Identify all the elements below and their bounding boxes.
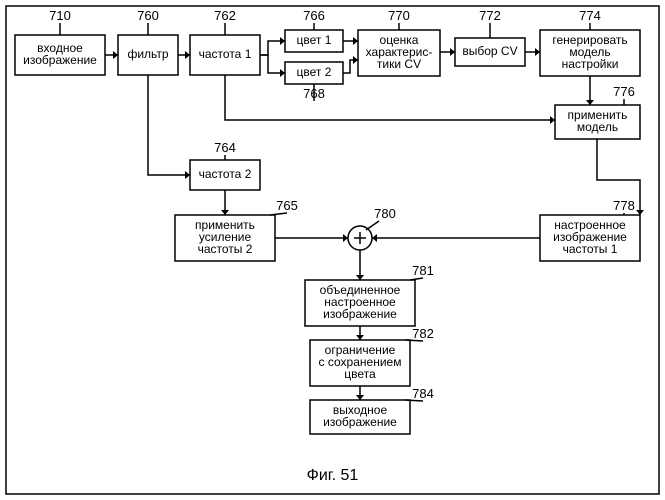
edge-11 — [148, 75, 190, 175]
node-text-n784-1: изображение — [323, 415, 397, 429]
leader-781 — [410, 278, 423, 280]
leader-782 — [405, 340, 423, 341]
node-text-n782-2: цвета — [344, 367, 376, 381]
ref-770: 770 — [388, 8, 410, 23]
edge-5 — [343, 60, 358, 73]
node-text-n766-0: цвет 1 — [297, 33, 332, 47]
ref-781: 781 — [412, 263, 434, 278]
ref-778: 778 — [613, 198, 635, 213]
ref-776: 776 — [613, 84, 635, 99]
ref-710: 710 — [49, 8, 71, 23]
node-text-n778-2: частоты 1 — [563, 242, 618, 256]
node-text-n770-2: тики CV — [377, 57, 421, 71]
node-text-n774-2: настройки — [562, 57, 619, 71]
leader-784 — [405, 400, 423, 401]
ref-760: 760 — [137, 8, 159, 23]
ref-784: 784 — [412, 386, 434, 401]
leader-780 — [366, 221, 379, 230]
node-text-n764-0: частота 2 — [199, 167, 252, 181]
ref-780: 780 — [374, 206, 396, 221]
ref-766: 766 — [303, 8, 325, 23]
node-text-n760-0: фильтр — [127, 47, 168, 61]
node-text-n710-1: изображение — [23, 53, 97, 67]
edge-10 — [225, 75, 555, 120]
figure-caption: Фиг. 51 — [307, 467, 359, 484]
ref-782: 782 — [412, 326, 434, 341]
node-text-n762-0: частота 1 — [199, 47, 252, 61]
ref-762: 762 — [214, 8, 236, 23]
node-text-n781-2: изображение — [323, 307, 397, 321]
node-text-n765-2: частоты 2 — [198, 242, 253, 256]
leader-765 — [270, 213, 287, 215]
ref-764: 764 — [214, 140, 236, 155]
ref-765: 765 — [276, 198, 298, 213]
ref-774: 774 — [579, 8, 601, 23]
node-text-n768-0: цвет 2 — [297, 65, 332, 79]
node-text-n772-0: выбор CV — [462, 44, 517, 58]
node-text-n776-1: модель — [577, 120, 618, 134]
ref-772: 772 — [479, 8, 501, 23]
